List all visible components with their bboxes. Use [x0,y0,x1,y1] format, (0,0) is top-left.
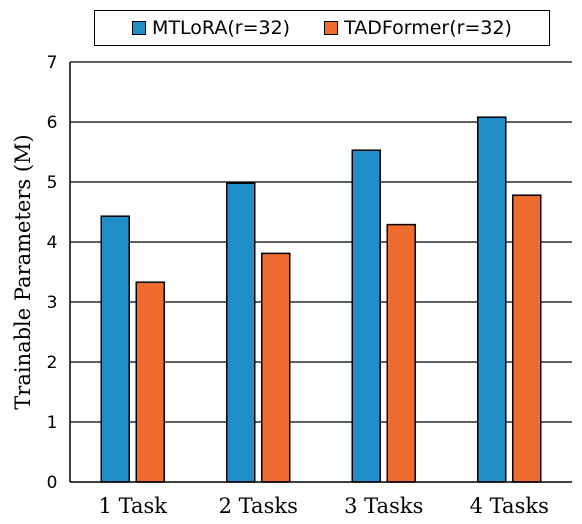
y-tick-label-3: 3 [47,293,58,313]
legend: MTLoRA(r=32) TADFormer(r=32) [94,10,550,46]
legend-label-mtlora: MTLoRA(r=32) [152,17,291,39]
x-tick-label-1: 1 Task [99,494,168,518]
bar-tadformer-1 [135,281,165,483]
bar-tadformer-4 [512,194,542,483]
bar-tadformer-3 [386,223,416,483]
x-tick-label-3: 3 Tasks [344,494,423,518]
x-tick-label-2: 2 Tasks [219,494,298,518]
bar-tadformer-2 [261,252,291,483]
bar-mtlora-1 [100,215,130,483]
y-tick-label-5: 5 [47,173,58,193]
legend-label-tadformer: TADFormer(r=32) [344,17,512,39]
y-tick-label-2: 2 [47,353,58,373]
y-tick-label-6: 6 [47,113,58,133]
y-tick-label-7: 7 [47,53,58,73]
y-tick-label-1: 1 [47,413,58,433]
axes: 0 1 2 3 4 5 6 7 1 Task 2 Tasks 3 Tasks 4 Tasks [47,53,572,518]
legend-swatch-tadformer [324,21,339,35]
legend-item-mtlora: MTLoRA(r=32) [132,17,290,39]
legend-swatch-mtlora [132,21,147,35]
legend-item-tadformer: TADFormer(r=32) [324,17,512,39]
bar-mtlora-3 [351,149,381,483]
y-tick-label-4: 4 [47,233,58,253]
y-tick-label-0: 0 [47,473,58,493]
bars [100,116,542,483]
y-axis-label: Trainable Parameters (M) [11,134,35,409]
x-tick-label-4: 4 Tasks [470,494,549,518]
bar-mtlora-2 [226,182,256,483]
bar-mtlora-4 [477,116,507,483]
